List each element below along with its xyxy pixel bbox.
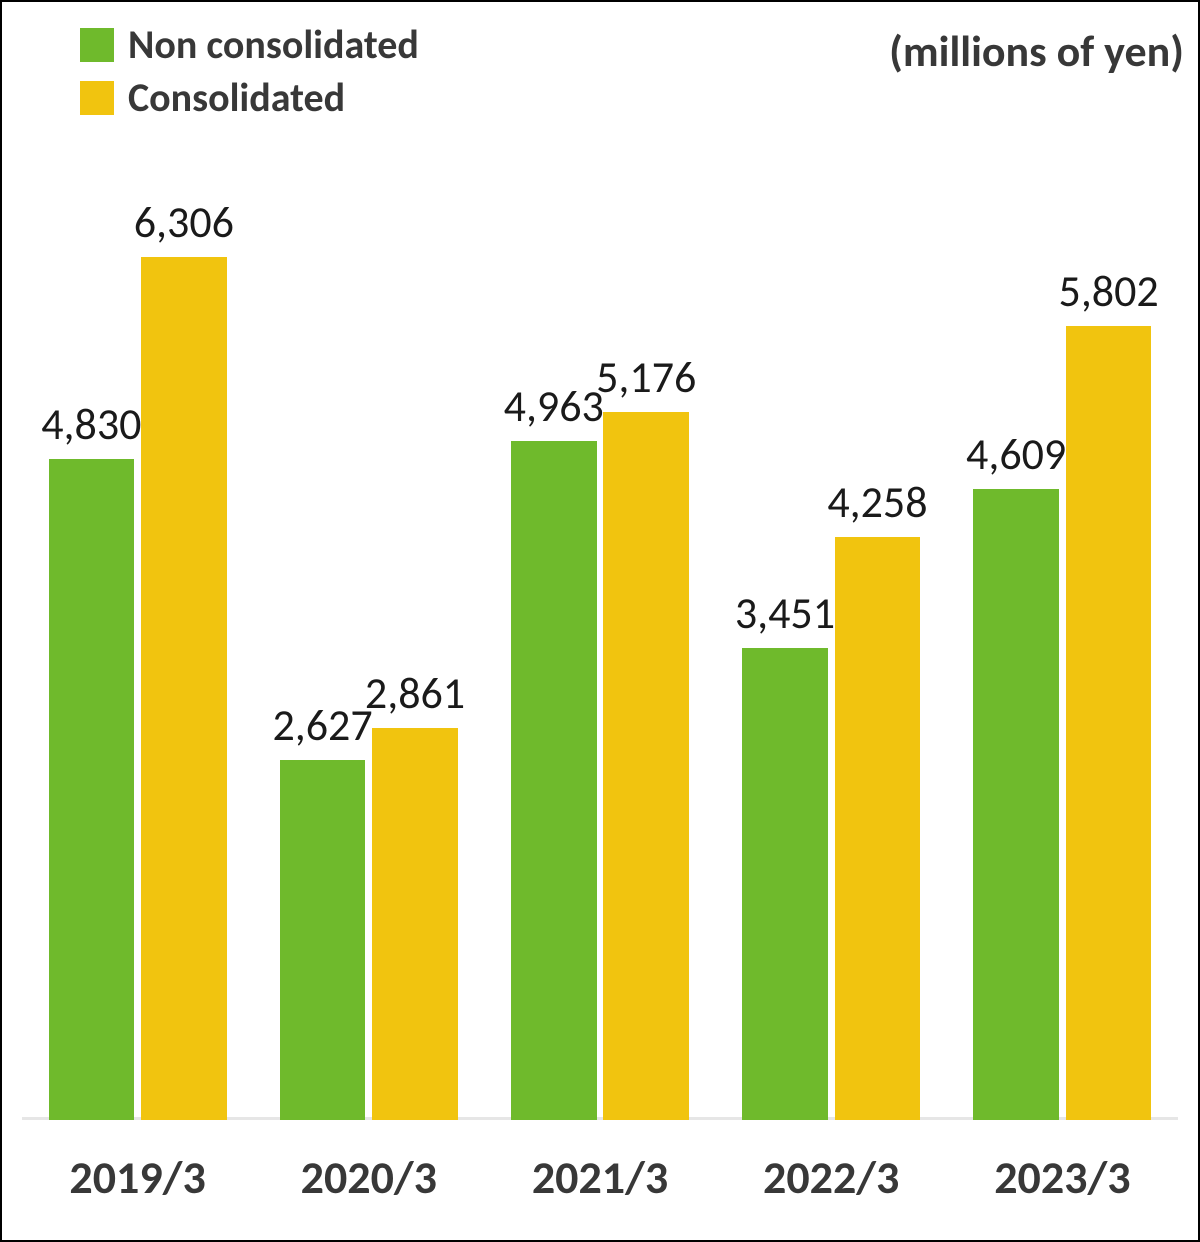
x-axis-labels: 2019/3 2020/3 2021/3 2022/3 2023/3 (22, 1150, 1178, 1210)
bar-consolidated (1066, 326, 1152, 1120)
x-axis-label: 2019/3 (69, 1150, 205, 1206)
bar-non_consolidated (280, 760, 366, 1120)
bar-group: 2,6272,861 (253, 162, 484, 1120)
bar-consolidated (372, 728, 458, 1120)
data-label-consolidated: 2,861 (365, 666, 465, 720)
x-axis-label: 2020/3 (301, 1150, 437, 1206)
legend-swatch-non-consolidated (80, 28, 114, 62)
legend-label-non-consolidated: Non consolidated (128, 20, 419, 69)
data-label-non_consolidated: 4,830 (41, 397, 141, 451)
legend-item-consolidated: Consolidated (80, 73, 419, 122)
data-label-consolidated: 5,176 (596, 350, 696, 404)
x-axis-label: 2022/3 (763, 1150, 899, 1206)
bar-consolidated (603, 412, 689, 1120)
legend-swatch-consolidated (80, 81, 114, 115)
data-label-consolidated: 5,802 (1059, 264, 1159, 318)
units-label: (millions of yen) (889, 24, 1184, 78)
data-label-non_consolidated: 2,627 (272, 698, 372, 752)
data-label-consolidated: 4,258 (827, 475, 927, 529)
bar-group: 4,9635,176 (484, 162, 715, 1120)
bar-non_consolidated (742, 648, 828, 1120)
bar-group: 4,830 6,306 (22, 162, 253, 1120)
bar-group: 3,451 4,258 (716, 162, 947, 1120)
data-label-non_consolidated: 4,963 (504, 379, 604, 433)
x-axis-label: 2023/3 (994, 1150, 1130, 1206)
x-axis-label: 2021/3 (532, 1150, 668, 1206)
chart-frame: Non consolidated Consolidated (millions … (0, 0, 1200, 1242)
bar-non_consolidated (49, 459, 135, 1120)
bar-consolidated (835, 537, 921, 1120)
legend-item-non-consolidated: Non consolidated (80, 20, 419, 69)
legend: Non consolidated Consolidated (80, 20, 419, 126)
data-label-consolidated: 6,306 (134, 195, 234, 249)
bar-group: 4,609 5,802 (947, 162, 1178, 1120)
data-label-non_consolidated: 4,609 (966, 427, 1066, 481)
plot-area: 4,8306,3062,6272,8614,9635,1763,4514,258… (22, 162, 1178, 1120)
data-label-non_consolidated: 3,451 (735, 586, 835, 640)
legend-label-consolidated: Consolidated (128, 73, 345, 122)
bar-non_consolidated (973, 489, 1059, 1120)
bar-non_consolidated (511, 441, 597, 1120)
bar-consolidated (141, 257, 227, 1120)
